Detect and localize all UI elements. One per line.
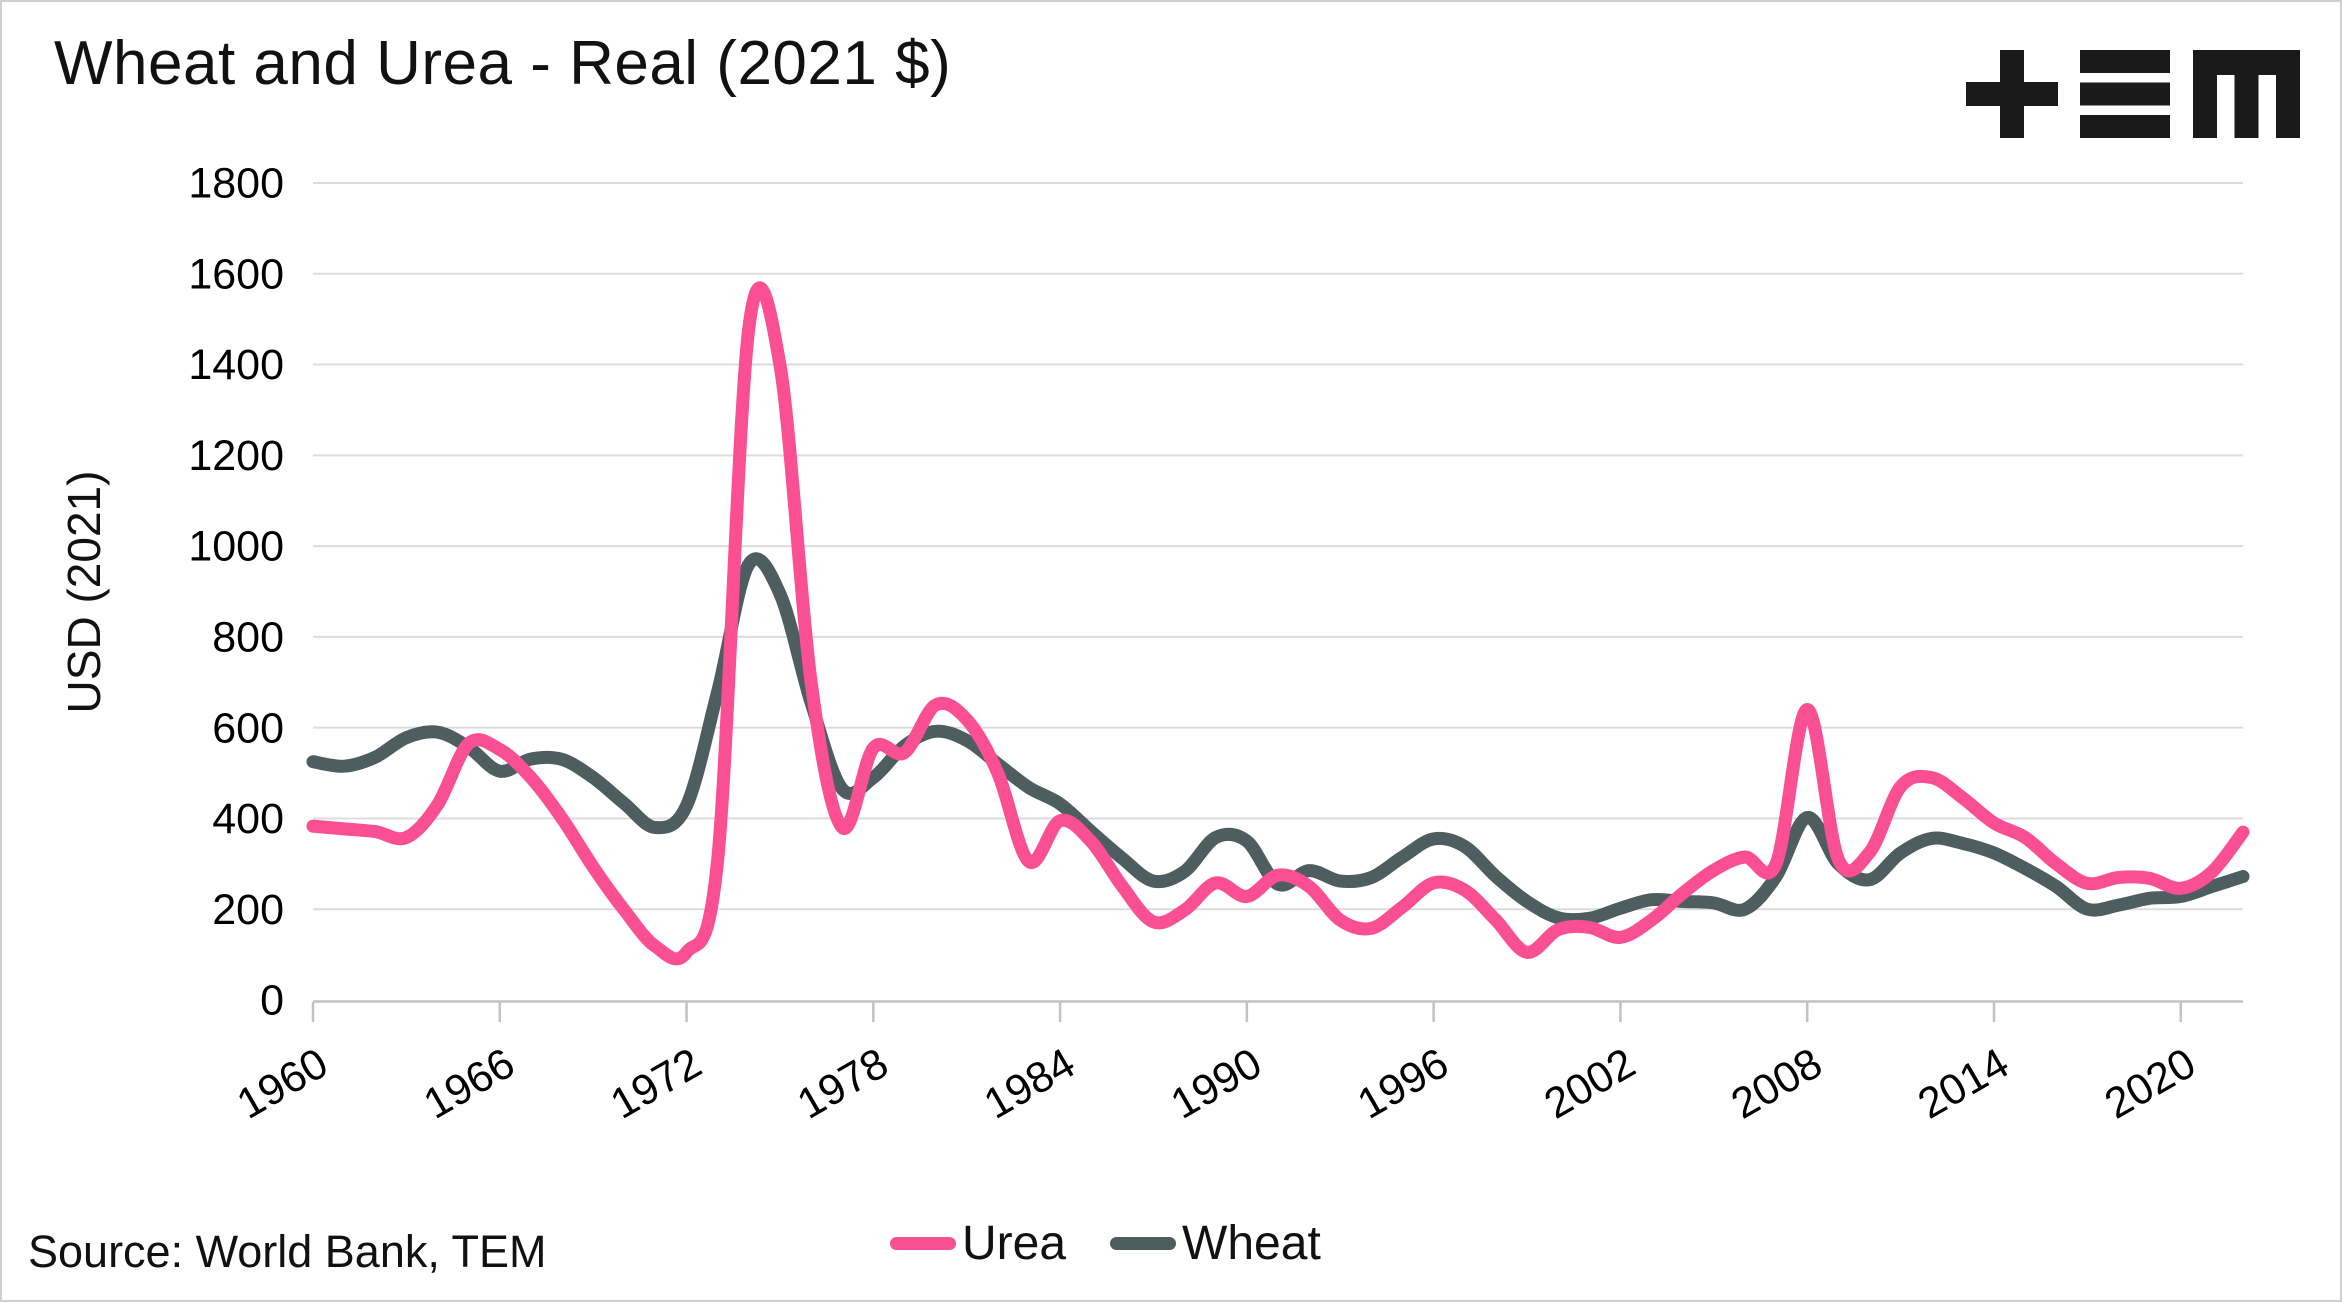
ytick-label-200: 200 <box>212 886 284 934</box>
ytick-label-0: 0 <box>260 977 284 1025</box>
xtick-label-2008: 2008 <box>1723 1039 1830 1128</box>
ytick-label-1600: 1600 <box>188 250 284 298</box>
xtick-label-1966: 1966 <box>416 1039 523 1128</box>
xtick-label-1960: 1960 <box>229 1039 336 1128</box>
tem-logo-icon <box>1966 50 2300 138</box>
xtick-label-1972: 1972 <box>603 1039 710 1128</box>
legend-item-urea: Urea <box>890 1216 1066 1271</box>
ytick-label-1200: 1200 <box>188 432 284 480</box>
chart-title: Wheat and Urea - Real (2021 $) <box>54 29 952 98</box>
xtick-label-1978: 1978 <box>789 1039 896 1128</box>
legend-label-urea: Urea <box>962 1217 1067 1270</box>
xtick-label-1984: 1984 <box>976 1039 1083 1128</box>
xtick-label-2014: 2014 <box>1910 1039 2017 1128</box>
xtick-label-2002: 2002 <box>1537 1039 1644 1128</box>
xtick-label-2020: 2020 <box>2097 1039 2204 1128</box>
ytick-label-400: 400 <box>212 795 284 843</box>
wheat-line-swatch <box>1110 1237 1177 1250</box>
ytick-label-1800: 1800 <box>188 160 284 208</box>
source-note: Source: World Bank, TEM <box>28 1226 547 1277</box>
legend-label-wheat: Wheat <box>1182 1217 1321 1270</box>
legend: Urea Wheat <box>890 1216 1321 1271</box>
urea-line-swatch <box>890 1237 956 1250</box>
urea-line <box>306 281 2250 966</box>
xtick-label-1990: 1990 <box>1163 1039 1270 1128</box>
ytick-label-600: 600 <box>212 704 284 752</box>
ytick-label-1400: 1400 <box>188 341 284 389</box>
ytick-label-1000: 1000 <box>188 523 284 571</box>
xtick-label-1996: 1996 <box>1350 1039 1457 1128</box>
legend-item-wheat: Wheat <box>1110 1216 1321 1271</box>
wheat-line <box>306 552 2250 927</box>
ytick-label-800: 800 <box>212 614 284 662</box>
